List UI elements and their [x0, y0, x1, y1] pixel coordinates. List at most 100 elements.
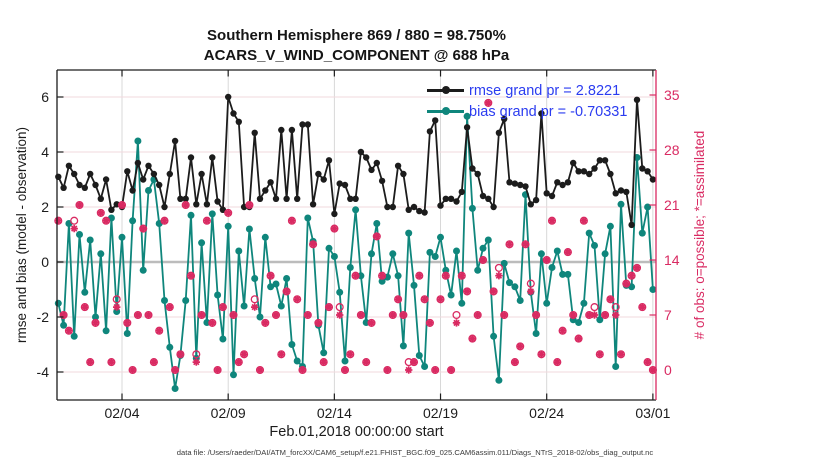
assimilated-count-marker [543, 256, 551, 264]
right-tick-label: 35 [664, 87, 680, 103]
assimilated-count-marker [351, 272, 360, 280]
assimilated-count-marker [489, 287, 498, 296]
assimilated-count-marker [309, 240, 317, 248]
assimilated-count-marker [282, 287, 291, 296]
bias-dot-icon [441, 107, 450, 116]
tick-labels: 02/04 02/09 02/14 02/19 02/24 03/01 6 4 2 0 -2 -4 35… [37, 87, 680, 421]
assimilated-count-marker [155, 327, 163, 335]
assimilated-count-marker [389, 311, 397, 319]
legend-label-rmse: rmse grand pr = 2.8221 [469, 82, 621, 99]
assimilated-count-marker [320, 358, 328, 366]
assimilated-count-marker [240, 350, 248, 358]
assimilated-count-marker [256, 366, 264, 374]
assimilated-count-marker [144, 311, 153, 319]
assimilated-count-marker [405, 366, 413, 374]
assimilated-count-marker [442, 272, 450, 280]
possible-count-marker [494, 263, 503, 272]
assimilated-count-marker [643, 358, 652, 366]
assimilated-count-marker [362, 358, 370, 366]
assimilated-count-marker [272, 311, 280, 319]
assimilated-count-marker [213, 366, 222, 374]
x-tick-label: 02/04 [104, 405, 139, 421]
bias-line-swatch-icon [427, 107, 464, 116]
assimilated-count-marker [118, 201, 126, 209]
assimilated-count-marker [134, 311, 142, 319]
left-tick-label: 4 [41, 144, 49, 160]
assimilated-count-marker [574, 334, 583, 343]
assimilated-count-marker [293, 295, 301, 303]
assimilated-count-marker [606, 295, 615, 303]
assimilated-count-marker [128, 366, 137, 374]
assimilated-count-marker [160, 217, 169, 225]
assimilated-count-marker [54, 217, 62, 225]
assimilated-count-marker [75, 201, 84, 209]
assimilated-count-marker [59, 311, 68, 319]
assimilated-count-marker [580, 217, 588, 225]
rmse-dot-icon [441, 86, 450, 95]
assimilated-count-marker [527, 287, 535, 296]
assimilated-count-marker [585, 311, 593, 319]
possible-count-marker [250, 295, 259, 304]
assimilated-count-marker [192, 358, 200, 366]
obs-markers [54, 98, 657, 375]
assimilated-count-marker [150, 358, 158, 366]
left-tick-label: 6 [41, 89, 49, 105]
assimilated-count-marker [373, 232, 381, 241]
assimilated-count-marker [166, 303, 174, 311]
rmse-line-swatch-icon [427, 86, 464, 95]
assimilated-count-marker [420, 295, 429, 303]
legend-item-bias: bias grand pr = -0.70331 [427, 101, 627, 122]
left-tick-label: 0 [41, 254, 49, 270]
assimilated-count-marker [537, 350, 546, 358]
possible-count-marker [452, 310, 461, 320]
assimilated-count-marker [203, 217, 211, 225]
right-tick-label: 7 [664, 307, 672, 323]
assimilated-count-marker [325, 303, 333, 311]
assimilated-count-marker [336, 311, 344, 319]
x-axis-label: Feb.01,2018 00:00:00 start [269, 424, 444, 440]
assimilated-count-marker [261, 319, 269, 327]
assimilated-count-marker [596, 350, 604, 358]
chart-title: Southern Hemisphere 869 / 880 = 98.750% [207, 27, 506, 44]
right-tick-label: 21 [664, 197, 680, 213]
assimilated-count-marker [431, 366, 439, 374]
assimilated-count-marker [277, 350, 285, 358]
possible-count-marker [526, 279, 535, 288]
assimilated-count-marker [495, 272, 503, 280]
assimilated-count-marker [314, 319, 323, 327]
assimilated-count-marker [70, 224, 78, 233]
chart-subtitle: ACARS_V_WIND_COMPONENT @ 688 hPa [203, 47, 510, 64]
assimilated-count-marker [229, 311, 238, 319]
right-tick-label: 28 [664, 142, 680, 158]
assimilated-count-marker [394, 295, 402, 303]
assimilated-count-marker [341, 366, 349, 374]
left-axis-label: rmse and bias (model - observation) [14, 126, 29, 344]
assimilated-count-marker [182, 201, 190, 209]
assimilated-count-marker [304, 311, 312, 319]
assimilated-count-marker [266, 272, 275, 280]
assimilated-count-marker [208, 319, 216, 327]
assimilated-count-marker [197, 311, 206, 319]
assimilated-count-marker [346, 350, 354, 358]
assimilated-count-marker [633, 264, 641, 272]
assimilated-count-marker [569, 311, 577, 319]
assimilated-count-marker [113, 303, 121, 311]
assimilated-count-marker [468, 334, 477, 343]
assimilated-count-marker [86, 358, 94, 366]
x-tick-label: 02/24 [529, 405, 564, 421]
possible-count-marker [112, 295, 121, 304]
assimilated-count-marker [81, 303, 89, 311]
assimilated-count-marker [627, 272, 636, 280]
assimilated-count-marker [532, 311, 540, 319]
assimilated-count-marker [548, 217, 556, 225]
right-tick-label: 0 [664, 362, 672, 378]
possible-count-marker [590, 303, 599, 312]
assimilated-count-marker [357, 311, 365, 319]
assimilated-count-marker [612, 311, 620, 319]
assimilated-count-marker [171, 366, 179, 374]
assimilated-count-marker [330, 224, 339, 233]
assimilated-count-marker [378, 272, 386, 280]
assimilated-count-marker [415, 272, 423, 280]
data-file-note: data file: /Users/raeder/DAI/ATM_forcXX/… [176, 448, 654, 457]
assimilated-count-marker [558, 327, 567, 335]
